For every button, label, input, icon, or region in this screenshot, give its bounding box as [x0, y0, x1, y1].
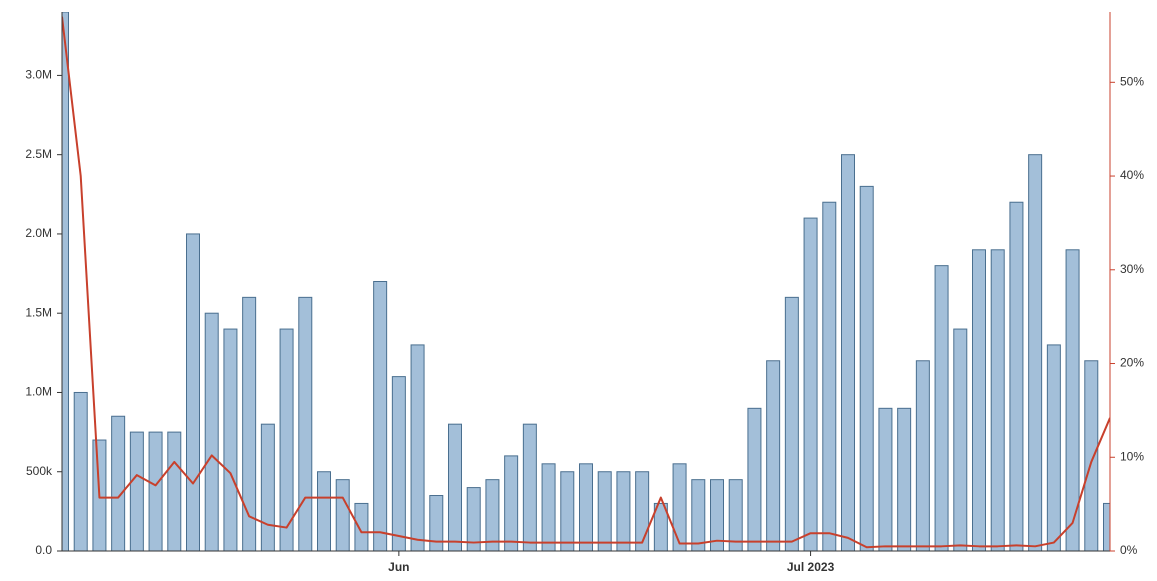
y-tick-label: 3.0M	[25, 68, 52, 82]
bar	[223, 328, 238, 551]
bar	[579, 463, 593, 551]
bar	[167, 431, 182, 551]
bar	[448, 423, 462, 551]
y2-tick-label: 30%	[1120, 262, 1144, 276]
bar	[485, 479, 500, 551]
bar	[148, 431, 163, 551]
bar	[1084, 360, 1099, 551]
y-tick-label: 2.5M	[25, 147, 52, 161]
bar	[1046, 344, 1061, 551]
y2-tick-label: 40%	[1120, 168, 1144, 182]
bar	[260, 423, 275, 551]
y-tick-label: 1.0M	[25, 385, 52, 399]
bar	[1028, 154, 1043, 551]
x-tick-label: Jun	[388, 560, 409, 574]
bar	[522, 423, 537, 551]
bar	[204, 312, 219, 551]
plot-area	[62, 12, 1110, 551]
bar	[504, 455, 519, 551]
bar	[859, 185, 874, 551]
bar	[541, 463, 556, 551]
bar	[73, 391, 88, 551]
bar	[186, 233, 200, 551]
y-tick-label: 2.0M	[25, 226, 52, 240]
bar	[298, 296, 313, 551]
bar	[111, 415, 126, 551]
bar	[317, 471, 331, 551]
bar	[728, 479, 743, 551]
bar	[373, 281, 388, 551]
bar	[934, 265, 949, 551]
line	[62, 16, 1110, 549]
x-tick-label: Jul 2023	[787, 560, 835, 574]
bar	[766, 360, 781, 551]
y2-tick-label: 20%	[1120, 356, 1144, 370]
bar	[129, 431, 144, 551]
bar	[391, 376, 406, 551]
y-tick-label: 0.0	[35, 543, 52, 557]
bar	[1103, 502, 1110, 551]
bar	[279, 328, 294, 551]
bar	[1009, 201, 1024, 551]
bar	[803, 217, 818, 551]
bar	[747, 407, 762, 551]
y2-tick-label: 0%	[1120, 543, 1138, 557]
bar	[672, 463, 687, 551]
bar	[354, 502, 369, 551]
y-tick-label: 500k	[26, 464, 53, 478]
bar	[784, 296, 799, 551]
y2-tick-label: 50%	[1120, 74, 1144, 88]
bar	[710, 479, 724, 551]
bar	[953, 328, 968, 551]
bar	[410, 344, 425, 551]
y2-tick-label: 10%	[1120, 449, 1144, 463]
bar	[915, 360, 930, 551]
bar	[560, 471, 575, 551]
bar	[429, 495, 444, 551]
bar	[691, 479, 706, 551]
bar	[841, 154, 855, 551]
bar	[635, 471, 650, 551]
bar	[597, 471, 612, 551]
bar	[242, 296, 257, 551]
bar	[972, 249, 986, 551]
bar	[616, 471, 631, 551]
bar	[878, 407, 893, 551]
bar	[990, 249, 1005, 551]
bar	[62, 12, 69, 551]
bar	[822, 201, 837, 551]
y-tick-label: 1.5M	[25, 305, 52, 319]
bar	[335, 479, 350, 551]
bar	[897, 407, 912, 551]
